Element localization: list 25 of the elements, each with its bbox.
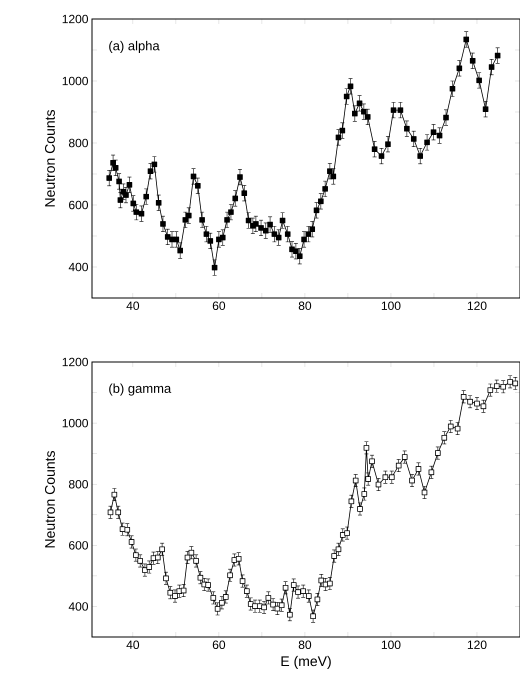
annotation: (a) alpha [109,40,160,53]
y-tick-label: 1000 [62,418,88,428]
x-tick-label: 100 [382,302,400,310]
y-tick-label: 600 [69,200,88,210]
y-tick-label: 1200 [62,358,88,366]
x-axis-title: E (meV) [281,656,331,669]
x-tick-label: 60 [212,640,226,650]
x-tick-label: 100 [382,640,400,650]
x-tick-label: 120 [468,302,487,310]
y-tick-label: 400 [68,262,88,272]
y-tick-label: 1200 [62,14,88,24]
x-tick-label: 60 [212,302,226,310]
x-tick-label: 80 [298,302,312,310]
y-tick-label: 1000 [62,76,88,86]
y-tick-label: 400 [68,602,88,611]
x-tick-label: 80 [298,640,312,650]
y-axis-title: Neutron Counts [44,110,55,206]
y-tick-label: 600 [69,541,88,550]
y-tick-label: 800 [68,138,88,148]
x-tick-label: 120 [468,640,487,650]
annotation: (b) gamma [109,383,172,396]
y-tick-label: 800 [68,480,88,488]
x-tick-label: 40 [126,640,140,650]
y-axis-title: Neutron Counts [44,451,55,548]
x-tick-label: 40 [126,302,140,310]
